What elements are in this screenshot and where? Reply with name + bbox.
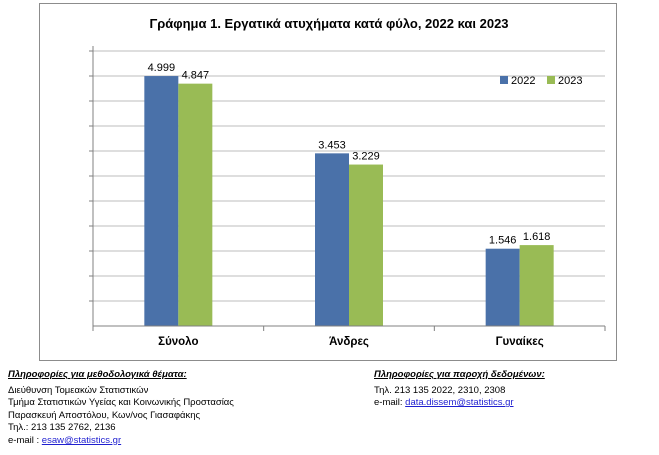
footer-data-provision: Πληροφορίες για παροχή δεδομένων: Τηλ. 2…: [374, 369, 545, 410]
bar-2023-3: [519, 245, 554, 326]
data-label: 1.618: [523, 231, 551, 243]
methodology-email-link[interactable]: esaw@statistics.gr: [41, 434, 122, 446]
legend-label-2022: 2022: [511, 75, 535, 87]
data-labels: 4.999 4.847 3.453 3.229 1.546 1.618: [148, 62, 551, 247]
methodology-heading: Πληροφορίες για μεθοδολογικά θέματα:: [8, 369, 187, 380]
methodology-section: Τμήμα Στατιστικών Υγείας και Κοινωνικής …: [8, 397, 234, 409]
bar-2023-2: [349, 164, 383, 326]
legend-label-2023: 2023: [558, 75, 582, 87]
bar-chart: Γράφημα 1. Εργατικά ατυχήματα κατά φύλο,…: [89, 16, 606, 348]
legend-swatch-2022: [500, 76, 508, 84]
data-label: 4.999: [148, 62, 176, 74]
data-provision-email-link[interactable]: data.dissem@statistics.gr: [405, 397, 514, 409]
methodology-phone: Τηλ.: 213 135 2762, 2136: [8, 422, 116, 434]
footer-methodology: Πληροφορίες για μεθοδολογικά θέματα: Διε…: [8, 369, 234, 448]
methodology-email-label: e-mail :: [8, 434, 42, 446]
x-tick-label: Σύνολο: [158, 336, 198, 348]
data-provision-phone: Τηλ. 213 135 2022, 2310, 2308: [374, 384, 506, 396]
bar-2022-2: [315, 153, 349, 326]
data-provision-heading: Πληροφορίες για παροχή δεδομένων:: [374, 369, 545, 380]
legend: 2022 2023: [500, 75, 582, 87]
data-label: 3.453: [318, 139, 346, 151]
bar-2022-1: [144, 76, 179, 326]
chart-frame: Γράφημα 1. Εργατικά ατυχήματα κατά φύλο,…: [39, 3, 617, 361]
data-provision-email-row: e-mail: data.dissem@statistics.gr: [374, 397, 545, 410]
data-label: 1.546: [489, 235, 517, 247]
data-label: 3.229: [352, 151, 380, 163]
x-tick-label: Άνδρες: [329, 336, 369, 348]
legend-swatch-2023: [547, 76, 555, 84]
data-provision-email-label: e-mail:: [374, 397, 406, 409]
axes: Σύνολο Άνδρες Γυναίκες: [92, 46, 606, 348]
methodology-department: Διεύθυνση Τομεακών Στατιστικών: [8, 384, 149, 396]
chart-title: Γράφημα 1. Εργατικά ατυχήματα κατά φύλο,…: [149, 16, 508, 31]
bar-2022-3: [485, 248, 520, 326]
methodology-email-row: e-mail : esaw@statistics.gr: [8, 435, 234, 448]
bars: [144, 76, 554, 327]
x-tick-label: Γυναίκες: [496, 336, 544, 348]
methodology-contacts: Παρασκευή Αποστόλου, Κων/νος Γιασαφάκης: [8, 409, 201, 421]
data-label: 4.847: [182, 70, 210, 82]
bar-2023-1: [178, 83, 213, 327]
